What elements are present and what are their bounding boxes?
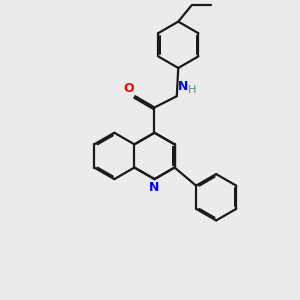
Text: N: N <box>149 181 160 194</box>
Text: O: O <box>123 82 134 95</box>
Text: H: H <box>188 85 196 95</box>
Text: N: N <box>178 80 188 93</box>
